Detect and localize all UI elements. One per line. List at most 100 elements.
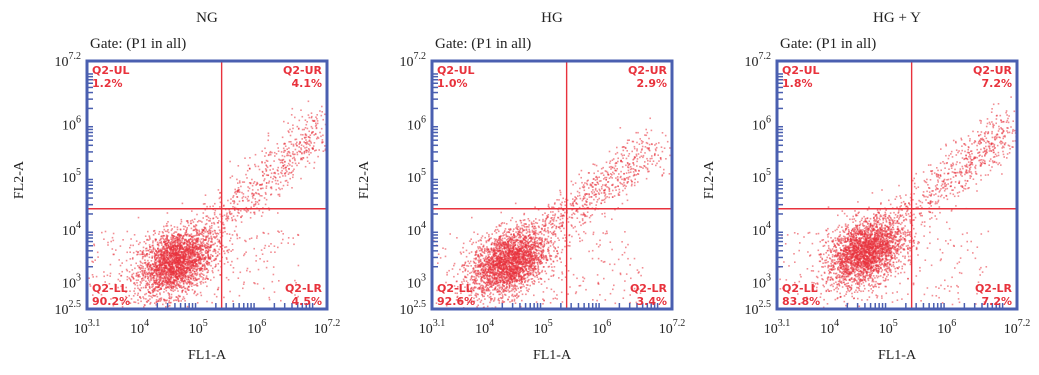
data-point bbox=[270, 187, 273, 190]
data-point bbox=[508, 284, 511, 287]
data-point bbox=[236, 234, 238, 237]
data-point bbox=[204, 265, 206, 267]
data-point bbox=[502, 301, 505, 304]
data-point bbox=[498, 263, 500, 266]
data-point bbox=[167, 277, 170, 279]
data-point bbox=[547, 250, 549, 253]
data-point bbox=[212, 255, 214, 257]
data-point bbox=[485, 248, 488, 250]
data-point bbox=[177, 253, 179, 255]
data-point bbox=[126, 276, 129, 278]
data-point bbox=[198, 259, 200, 262]
data-point bbox=[137, 292, 139, 295]
data-point bbox=[110, 298, 112, 300]
data-point bbox=[137, 243, 140, 246]
data-point bbox=[165, 265, 167, 268]
data-point bbox=[470, 299, 473, 301]
data-point bbox=[490, 248, 492, 250]
data-point bbox=[176, 253, 178, 256]
data-point bbox=[188, 235, 190, 237]
data-point bbox=[182, 273, 185, 275]
data-point bbox=[166, 277, 169, 279]
data-point bbox=[126, 278, 129, 281]
data-point bbox=[533, 246, 535, 249]
data-point bbox=[270, 186, 273, 188]
data-point bbox=[91, 260, 93, 263]
data-point bbox=[145, 264, 147, 266]
data-point bbox=[291, 165, 293, 167]
data-point bbox=[534, 280, 536, 283]
data-point bbox=[188, 276, 191, 278]
data-point bbox=[125, 259, 128, 262]
data-point bbox=[171, 239, 173, 242]
data-point bbox=[188, 255, 190, 258]
data-point bbox=[233, 230, 236, 232]
data-point bbox=[545, 255, 547, 257]
data-point bbox=[164, 248, 167, 251]
data-point bbox=[174, 245, 177, 248]
data-point bbox=[503, 275, 506, 278]
data-point bbox=[104, 281, 106, 283]
data-point bbox=[179, 246, 181, 249]
data-point bbox=[157, 267, 159, 270]
data-point bbox=[193, 252, 195, 255]
data-point bbox=[302, 157, 305, 159]
data-point bbox=[248, 182, 251, 184]
data-point bbox=[188, 251, 190, 253]
data-point bbox=[273, 175, 275, 178]
data-point bbox=[177, 265, 179, 267]
data-point bbox=[163, 247, 166, 250]
data-point bbox=[264, 168, 267, 170]
data-point bbox=[185, 247, 188, 250]
data-point bbox=[234, 190, 237, 193]
data-point bbox=[199, 275, 201, 278]
data-point bbox=[217, 241, 220, 243]
data-point bbox=[279, 159, 281, 161]
data-point bbox=[505, 239, 508, 241]
data-point bbox=[268, 245, 270, 247]
data-point bbox=[200, 233, 202, 235]
data-point bbox=[223, 204, 225, 207]
data-point bbox=[194, 228, 197, 230]
data-point bbox=[182, 272, 185, 274]
data-point bbox=[247, 195, 249, 198]
data-point bbox=[191, 289, 194, 291]
data-point bbox=[139, 264, 142, 267]
data-point bbox=[230, 198, 232, 200]
data-point bbox=[187, 249, 189, 251]
data-point bbox=[268, 153, 270, 156]
data-point bbox=[190, 278, 192, 280]
data-point bbox=[132, 277, 135, 280]
data-point bbox=[159, 254, 161, 256]
data-point bbox=[229, 264, 232, 266]
data-point bbox=[125, 286, 127, 289]
data-point bbox=[171, 251, 173, 254]
data-point bbox=[148, 244, 151, 246]
data-point bbox=[503, 256, 505, 259]
data-point bbox=[524, 261, 526, 264]
data-point bbox=[161, 237, 164, 239]
data-point bbox=[480, 260, 482, 263]
data-point bbox=[196, 256, 198, 259]
data-point bbox=[189, 246, 191, 249]
data-point bbox=[302, 134, 304, 136]
data-point bbox=[471, 279, 474, 281]
data-point bbox=[226, 212, 228, 215]
data-point bbox=[496, 228, 499, 231]
data-point bbox=[202, 232, 205, 235]
data-point bbox=[227, 261, 229, 263]
data-point bbox=[186, 282, 189, 284]
data-point bbox=[165, 264, 168, 267]
data-point bbox=[520, 253, 523, 255]
data-point bbox=[228, 209, 231, 211]
data-point bbox=[258, 209, 261, 212]
data-point bbox=[154, 287, 156, 290]
data-point bbox=[135, 279, 138, 282]
data-point bbox=[292, 127, 294, 130]
data-point bbox=[523, 274, 525, 277]
data-point bbox=[187, 239, 190, 242]
data-point bbox=[494, 286, 497, 288]
data-point bbox=[103, 271, 105, 273]
data-point bbox=[462, 278, 465, 281]
data-point bbox=[198, 219, 200, 222]
